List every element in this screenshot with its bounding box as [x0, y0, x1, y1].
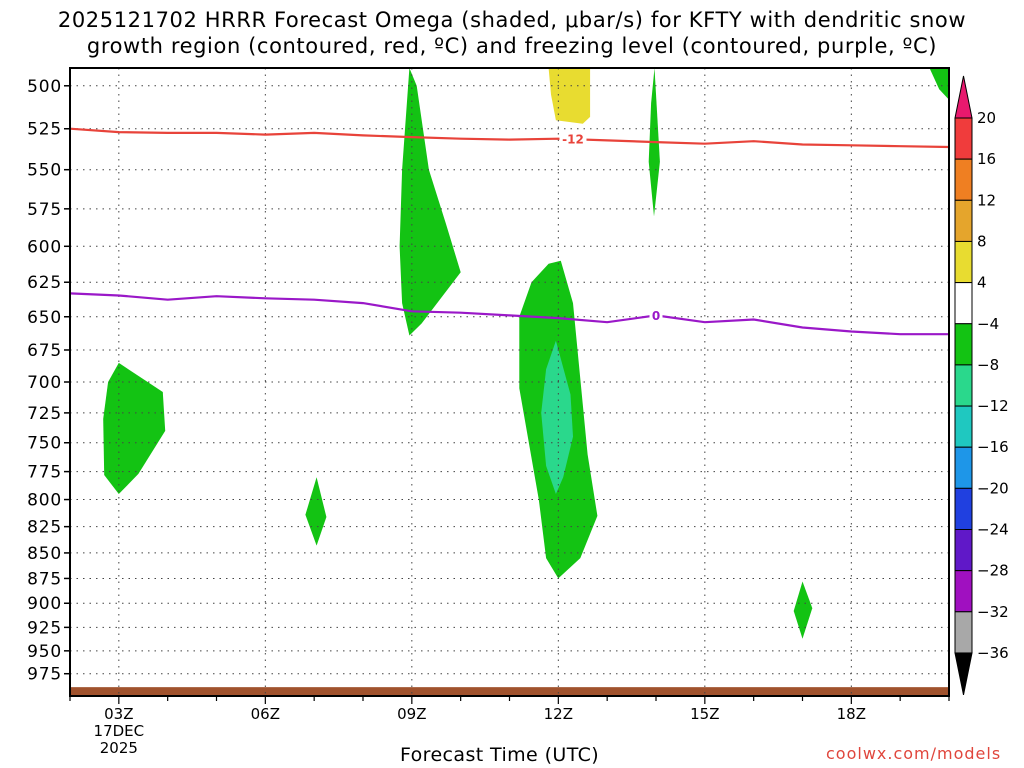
y-tick-label: 975 [27, 665, 62, 685]
y-tick-label: 650 [27, 308, 62, 328]
shaded-region-2 [399, 68, 461, 336]
x-tick-label: 18Z [837, 705, 866, 723]
y-tick-label: 925 [27, 618, 62, 638]
plot-background [70, 68, 949, 696]
shaded-region-4 [541, 340, 573, 494]
contour-labels: -12 0 [559, 132, 663, 323]
colorbar-segment [954, 446, 973, 489]
y-tick-label: 850 [27, 544, 62, 564]
x-year-label: 2025 [100, 739, 138, 757]
x-date-label: 17DEC [94, 722, 145, 740]
colorbar-label: 12 [977, 191, 996, 209]
x-tick-label: 03Z [104, 705, 133, 723]
colorbar-bottom-arrow [954, 652, 973, 696]
credit-link[interactable]: coolwx.com/models [826, 744, 1002, 763]
colorbar-label: −16 [977, 438, 1009, 456]
colorbar-label: −32 [977, 603, 1009, 621]
colorbar-label: −12 [977, 397, 1009, 415]
contour-label-0: 0 [652, 309, 660, 323]
contour-line--12 [70, 127, 949, 149]
x-axis-title: Forecast Time (UTC) [400, 744, 600, 766]
y-tick-label: 900 [27, 594, 62, 614]
colorbar-segment [954, 282, 973, 325]
shaded-region-6 [793, 581, 813, 639]
colorbar-label: 20 [977, 109, 996, 127]
colorbar-segment [954, 158, 973, 201]
y-tick-label: 600 [27, 237, 62, 257]
colorbar-label: −36 [977, 644, 1009, 662]
contour-label--12: -12 [562, 133, 584, 147]
chart-title-line-2: growth region (contoured, red, ºC) and f… [86, 34, 938, 58]
contour-label-bg [559, 132, 587, 147]
shaded-region-0 [103, 362, 166, 494]
colorbar-label: 8 [977, 232, 987, 250]
colorbar-label: −24 [977, 521, 1009, 539]
y-tick-label: 775 [27, 463, 62, 483]
shaded-region-1 [305, 477, 327, 546]
y-tick-label: 525 [27, 120, 62, 140]
x-tick-label: 15Z [690, 705, 719, 723]
grid-lines [70, 68, 949, 696]
y-tick-label: 500 [27, 77, 62, 97]
colorbar-segment [954, 117, 973, 160]
contour-label-bg [649, 308, 663, 323]
colorbar-label: 4 [977, 274, 987, 292]
y-tick-label: 950 [27, 642, 62, 662]
shaded-region-8 [548, 68, 591, 124]
colorbar-label: −8 [977, 356, 999, 374]
y-tick-label: 825 [27, 518, 62, 538]
colorbar-segment [954, 529, 973, 572]
colorbar-label: 16 [977, 150, 996, 168]
chart-title-line-1: 2025121702 HRRR Forecast Omega (shaded, … [57, 8, 967, 32]
y-tick-label: 800 [27, 491, 62, 511]
colorbar-segment [954, 611, 973, 654]
colorbar-top-arrow [954, 75, 973, 119]
colorbar-segment [954, 405, 973, 448]
contour-lines [70, 127, 949, 336]
colorbar-segment [954, 487, 973, 531]
y-axis: 500 525 550 575 600 625 650 675 700 725 750 775 800 8… [27, 77, 70, 685]
y-tick-label: 550 [27, 161, 62, 181]
y-tick-label: 750 [27, 434, 62, 454]
colorbar-segment [954, 199, 973, 242]
y-tick-label: 675 [27, 341, 62, 361]
y-tick-label: 625 [27, 273, 62, 293]
y-tick-label: 725 [27, 404, 62, 424]
colorbar-label: −28 [977, 562, 1009, 580]
surface-terrain-band [70, 687, 949, 696]
colorbar: 20 16 12 8 4 −4 −8 −12 −16 −20 −24 −28 −32 −36 [954, 75, 1009, 696]
y-tick-label: 575 [27, 200, 62, 220]
x-tick-label: 12Z [544, 705, 573, 723]
y-tick-label: 875 [27, 569, 62, 589]
colorbar-segment [954, 323, 973, 366]
colorbar-segment [954, 240, 973, 284]
x-tick-label: 09Z [397, 705, 426, 723]
x-tick-label: 06Z [251, 705, 280, 723]
colorbar-segment [954, 570, 973, 613]
colorbar-label: −20 [977, 479, 1009, 497]
contour-line-0 [70, 292, 949, 336]
colorbar-segment [954, 364, 973, 407]
y-tick-label: 700 [27, 373, 62, 393]
colorbar-label: −4 [977, 315, 999, 333]
shaded-region-7 [929, 68, 949, 100]
